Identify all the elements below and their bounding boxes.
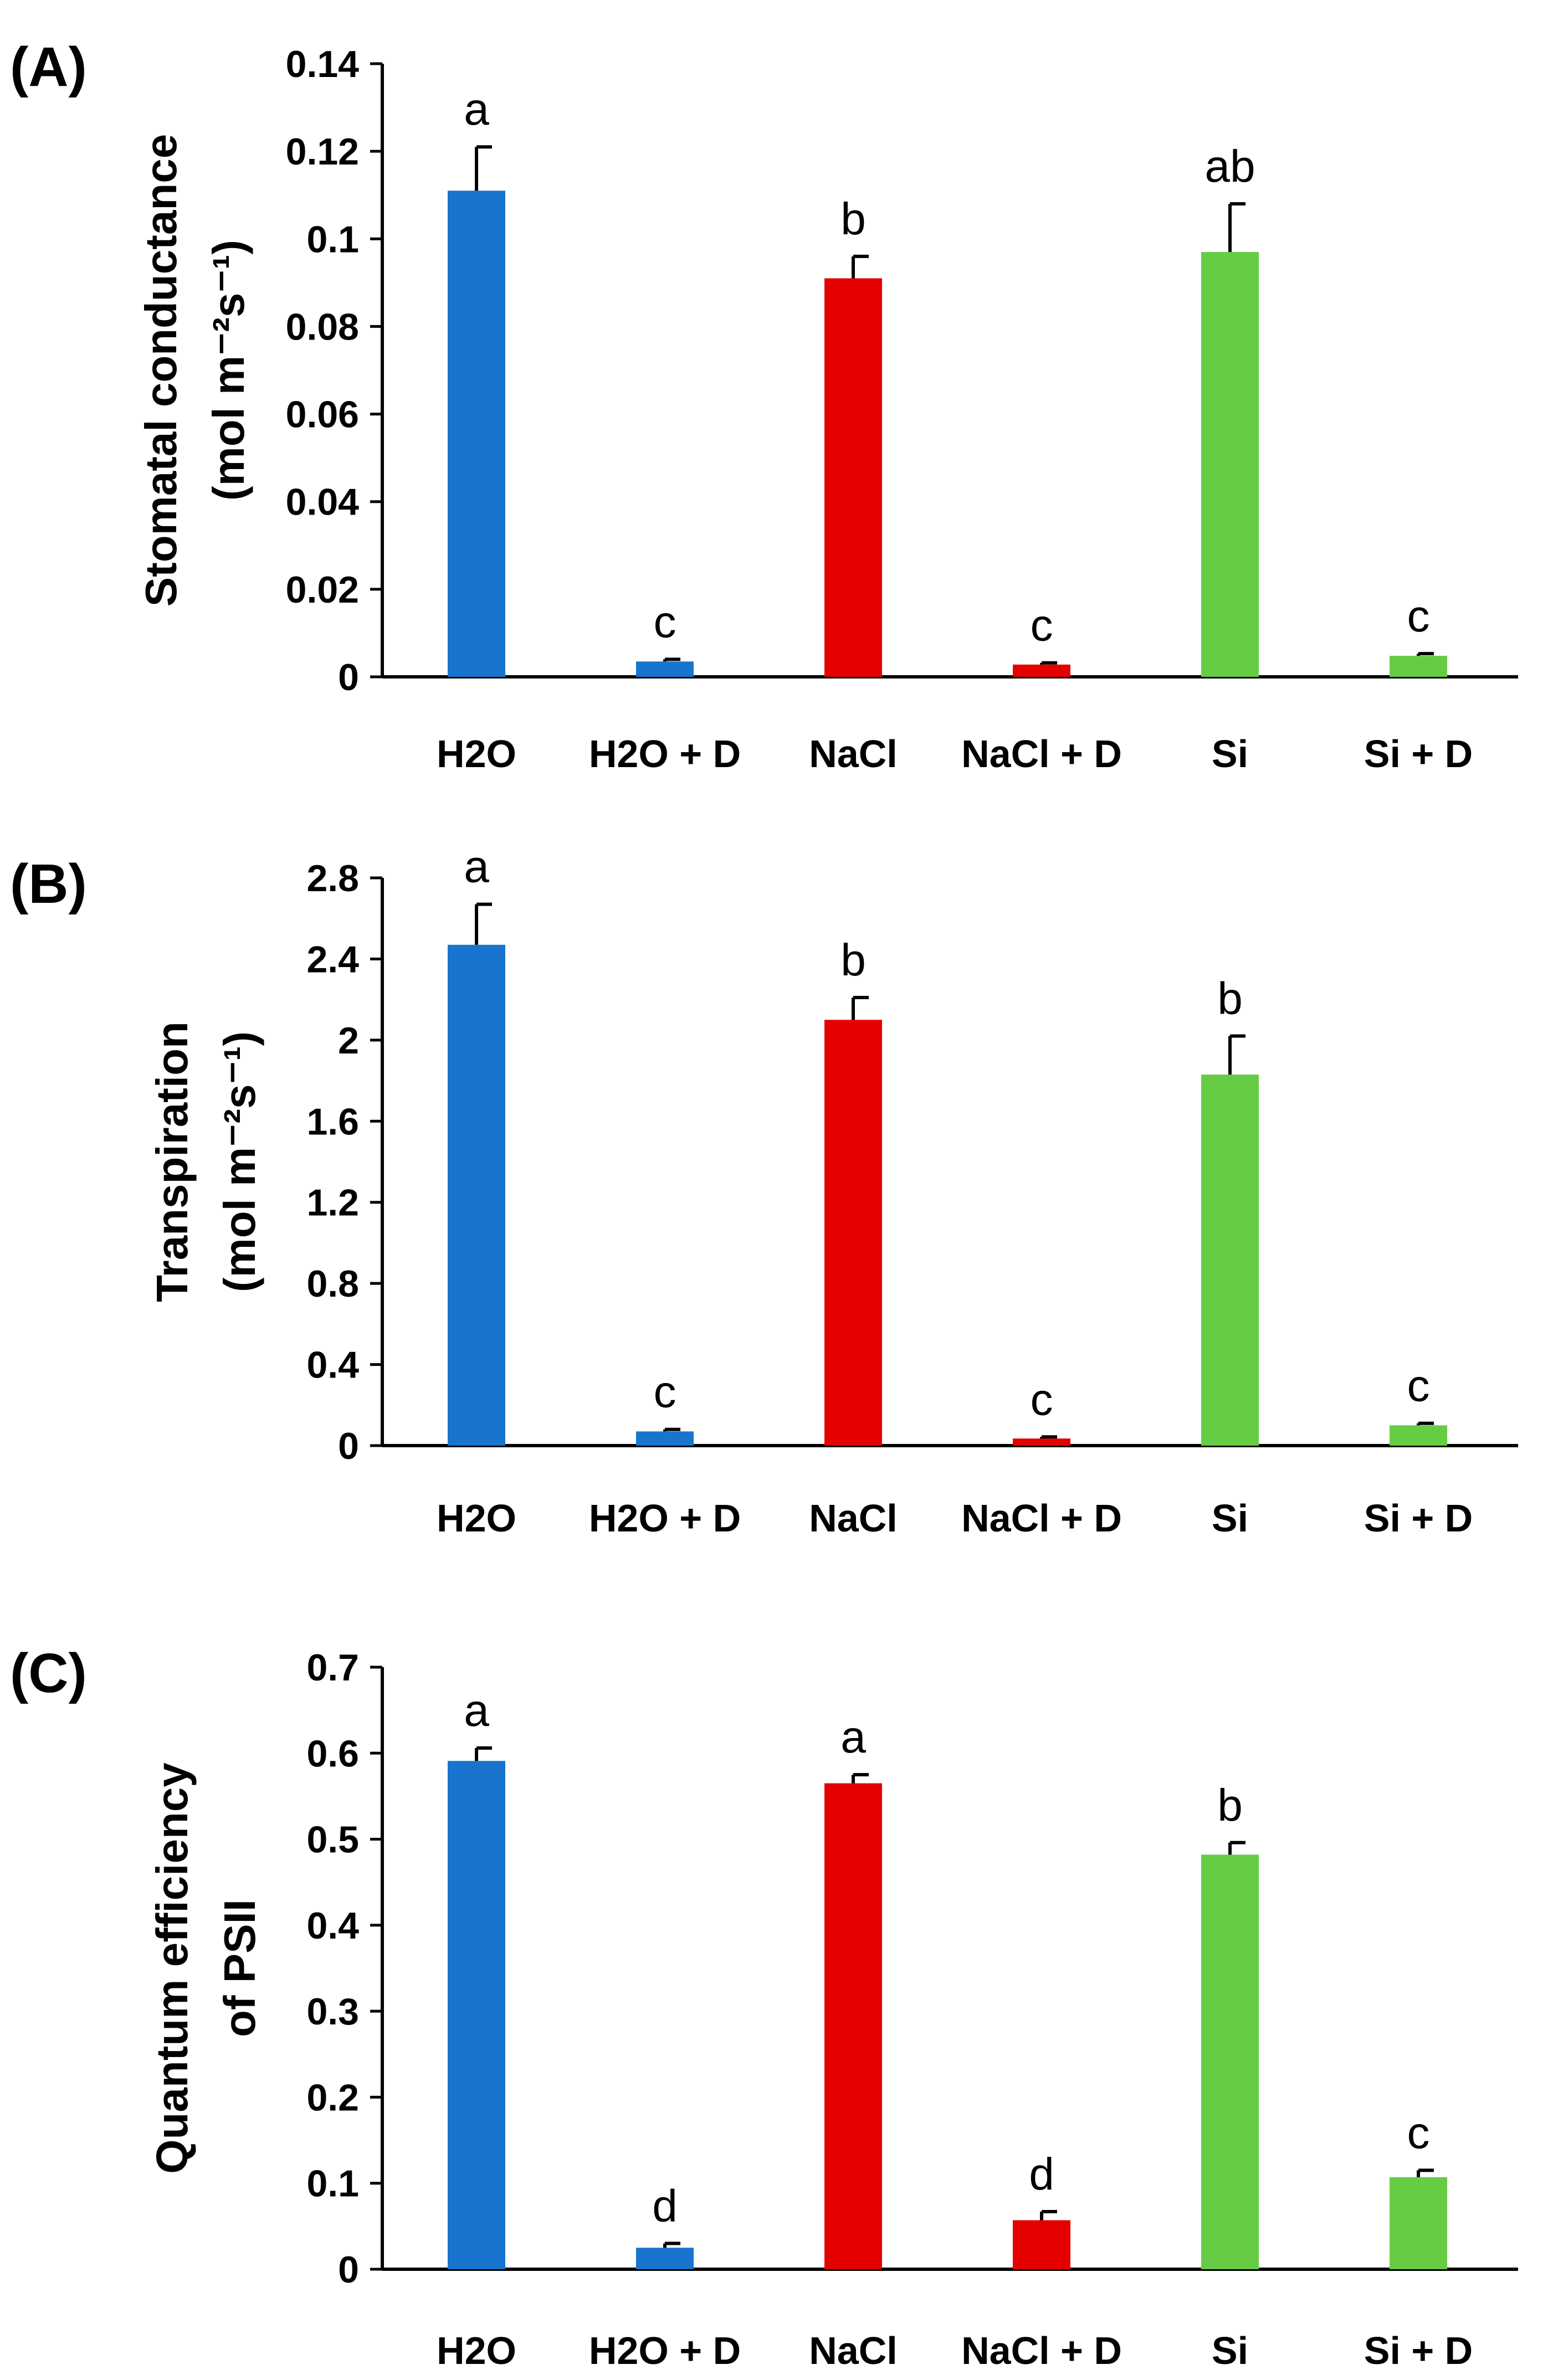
y-tick-label: 0.3 [306,1991,359,2033]
significance-label: c [1031,600,1053,651]
y-tick-label: 0.2 [306,2076,359,2119]
x-category-label: Si + D [1364,1497,1473,1540]
panel-a: (A) Stomatal conductance (mol m⁻²s⁻¹) 0 0.02… [10,36,1518,775]
y-axis-label-line1: Transpiration [147,1021,197,1302]
significance-label: c [1407,2107,1430,2158]
panel-label: (A) [10,36,87,98]
bar [636,2248,694,2269]
y-tick-label: 2 [338,1020,359,1062]
significance-label: d [1029,2149,1054,2199]
y-tick-label: 0 [338,2249,359,2291]
y-tick-label: 0.1 [306,2163,359,2205]
y-tick-label: 0 [338,656,359,698]
y-tick-label: 0 [338,1425,359,1467]
x-category-label: NaCl + D [961,732,1122,775]
bar [1013,664,1070,677]
significance-label: a [840,1712,866,1762]
significance-label: b [1217,974,1243,1024]
panel-label: (B) [10,853,87,915]
y-axis-label-line1: Stomatal conductance [136,134,186,607]
significance-label: b [840,194,866,244]
bar [636,1431,694,1446]
bar [448,944,505,1446]
y-tick-label: 0.8 [306,1263,359,1305]
significance-label: c [654,597,676,647]
bar [1013,2220,1070,2269]
x-category-label: H2O [437,732,516,775]
significance-label: a [464,1685,489,1736]
y-tick-label: 0.4 [306,1905,359,1947]
significance-label: b [840,935,866,985]
panel-b: (B) Transpiration (mol m⁻²s⁻¹) 0 0.4 0.8 1.2 1.… [10,842,1518,1540]
x-category-label: Si [1212,2329,1248,2372]
significance-label: c [1407,1361,1430,1411]
significance-label: b [1217,1780,1243,1831]
significance-label: c [1407,591,1430,641]
y-tick-label: 2.8 [306,857,359,899]
bar [448,1761,505,2269]
y-tick-label: 1.2 [306,1182,359,1224]
significance-label: c [654,1367,676,1417]
y-tick-label: 0.04 [286,481,360,523]
bar [1201,1854,1259,2269]
y-tick-label: 0.14 [286,43,360,85]
x-category-label: H2O [437,1497,516,1540]
significance-label: a [464,842,489,892]
y-tick-label: 0.12 [286,131,359,173]
y-tick-label: 0.5 [306,1819,359,1861]
y-tick-label: 0.02 [286,569,359,611]
bar [1201,1075,1259,1446]
significance-label: d [652,2181,678,2231]
y-axis-label-line2: (mol m⁻²s⁻¹) [215,1031,264,1292]
x-category-label: H2O + D [589,2329,741,2372]
bar [636,661,694,677]
bar [1013,1438,1070,1446]
y-tick-label: 2.4 [306,938,359,980]
y-tick-label: 0.6 [306,1733,359,1775]
bar [1201,252,1259,677]
x-category-label: NaCl [809,2329,897,2372]
x-category-label: NaCl [809,1497,897,1540]
panel-label: (C) [10,1642,87,1704]
y-axis-label-line2: of PSII [215,1899,264,2037]
y-axis-label-line1: Quantum efficiency [147,1762,197,2174]
bar [1390,656,1447,677]
bar [448,191,505,677]
x-category-label: Si [1212,1497,1248,1540]
x-category-label: NaCl + D [961,1497,1122,1540]
y-axis-label-line2: (mol m⁻²s⁻¹) [204,240,253,501]
bar [824,1783,882,2269]
x-category-label: Si + D [1364,732,1473,775]
y-tick-label: 0.7 [306,1647,359,1689]
x-category-label: H2O [437,2329,516,2372]
bar [1390,1425,1447,1446]
x-category-label: NaCl [809,732,897,775]
significance-label: a [464,84,489,135]
x-category-label: H2O + D [589,1497,741,1540]
x-category-label: NaCl + D [961,2329,1122,2372]
bar [1390,2177,1447,2269]
y-tick-label: 1.6 [306,1101,359,1143]
significance-label: ab [1205,141,1255,192]
x-category-label: H2O + D [589,732,741,775]
y-tick-label: 0.1 [306,218,359,260]
panel-c: (C) Quantum efficiency of PSII 0 0.1 0.2 0.3 0.… [10,1642,1518,2372]
y-tick-label: 0.08 [286,306,359,348]
x-category-label: Si + D [1364,2329,1473,2372]
significance-label: c [1031,1374,1053,1425]
x-category-label: Si [1212,732,1248,775]
bar [824,278,882,677]
y-tick-label: 0.06 [286,394,359,436]
bar [824,1020,882,1446]
y-tick-label: 0.4 [306,1344,359,1386]
